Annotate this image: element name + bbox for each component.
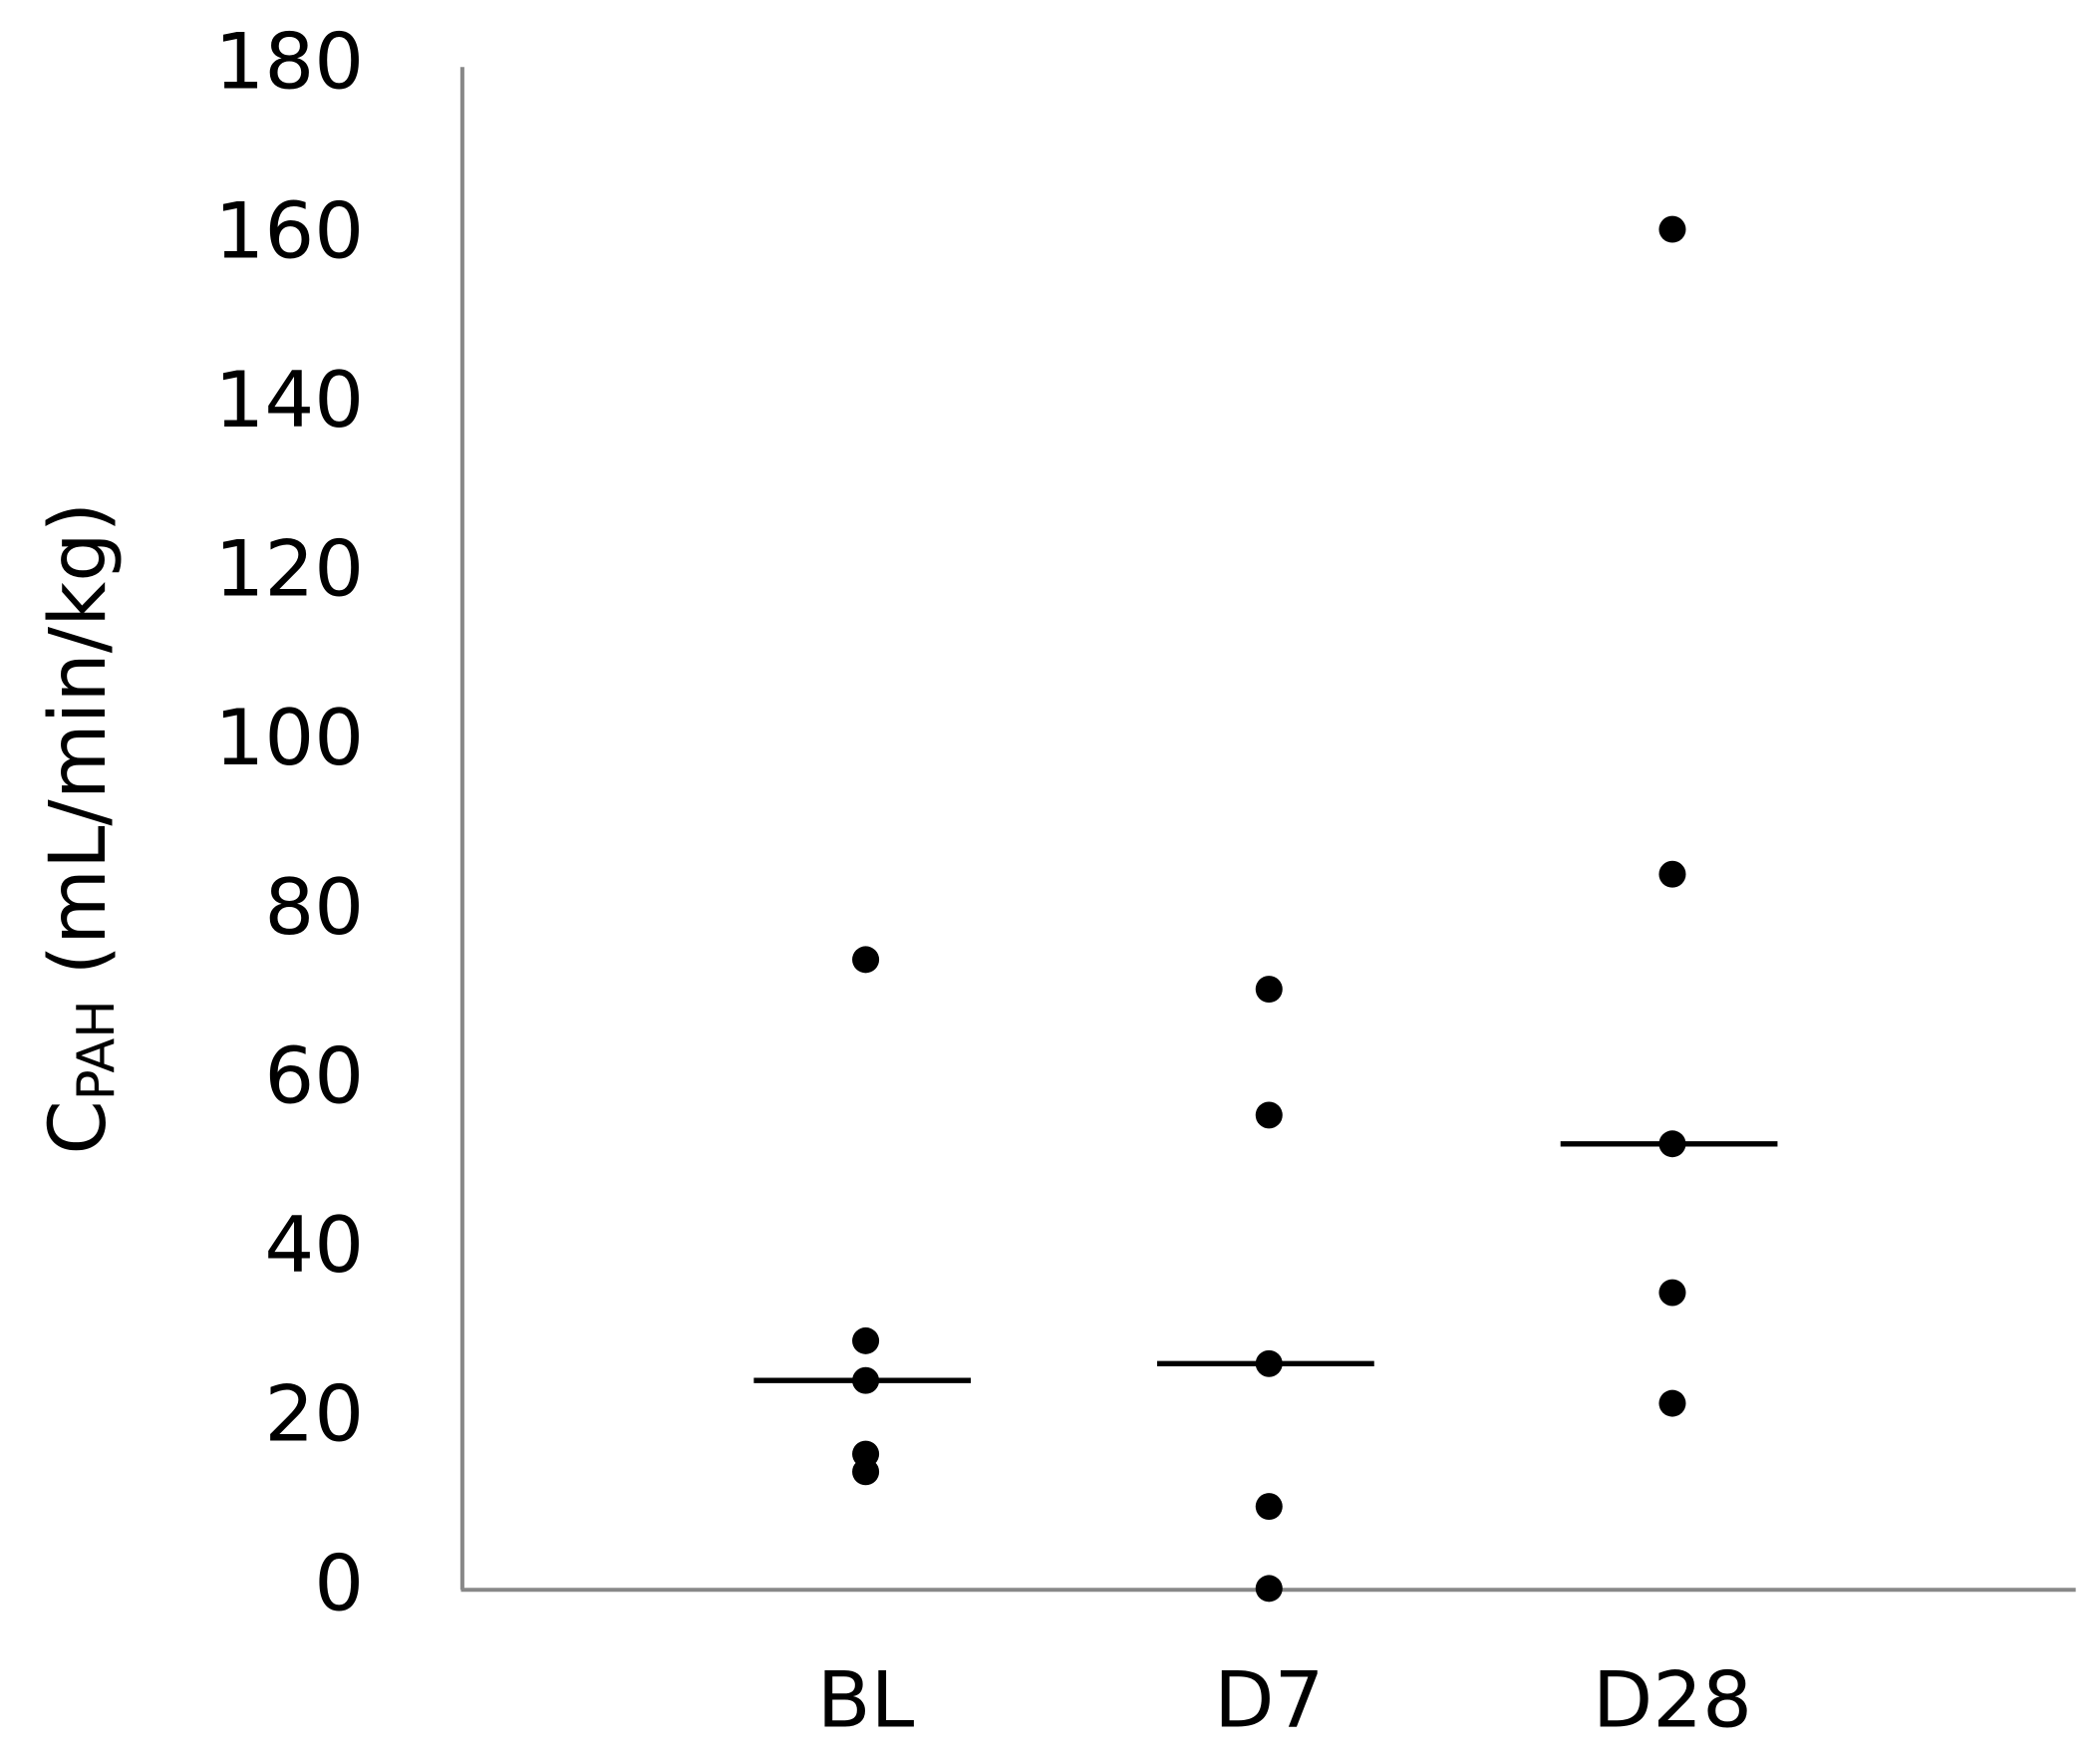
y-tick-label: 80 (264, 862, 364, 953)
y-tick-label: 20 (264, 1369, 364, 1460)
y-tick-label: 60 (264, 1031, 364, 1122)
data-point (1255, 976, 1283, 1004)
x-tick-label: BL (817, 1654, 915, 1745)
y-axis-label-rest: (mL/min/kg) (33, 502, 124, 1000)
y-tick-label: 40 (264, 1200, 364, 1291)
y-tick-label: 180 (214, 17, 364, 108)
y-tick-label: 160 (214, 185, 364, 276)
y-axis-label-main: C (33, 1100, 124, 1154)
data-point (1658, 1279, 1686, 1307)
data-point (1255, 1575, 1283, 1603)
data-point (852, 1326, 880, 1354)
y-axis-label: CPAH (mL/min/kg) (33, 502, 127, 1155)
x-tick-label: D7 (1214, 1654, 1324, 1745)
data-point (1658, 1389, 1686, 1417)
data-point (852, 1458, 880, 1486)
data-point (1255, 1101, 1283, 1129)
x-tick-label: D28 (1593, 1654, 1752, 1745)
y-tick-label: 100 (214, 693, 364, 783)
data-point (852, 946, 880, 974)
y-tick-label: 120 (214, 524, 364, 615)
y-tick-label: 140 (214, 355, 364, 445)
y-axis-label-subscript: PAH (67, 1000, 127, 1100)
data-point (1658, 215, 1686, 243)
data-point (1658, 860, 1686, 888)
data-point (1255, 1493, 1283, 1521)
y-tick-label: 0 (314, 1538, 364, 1628)
